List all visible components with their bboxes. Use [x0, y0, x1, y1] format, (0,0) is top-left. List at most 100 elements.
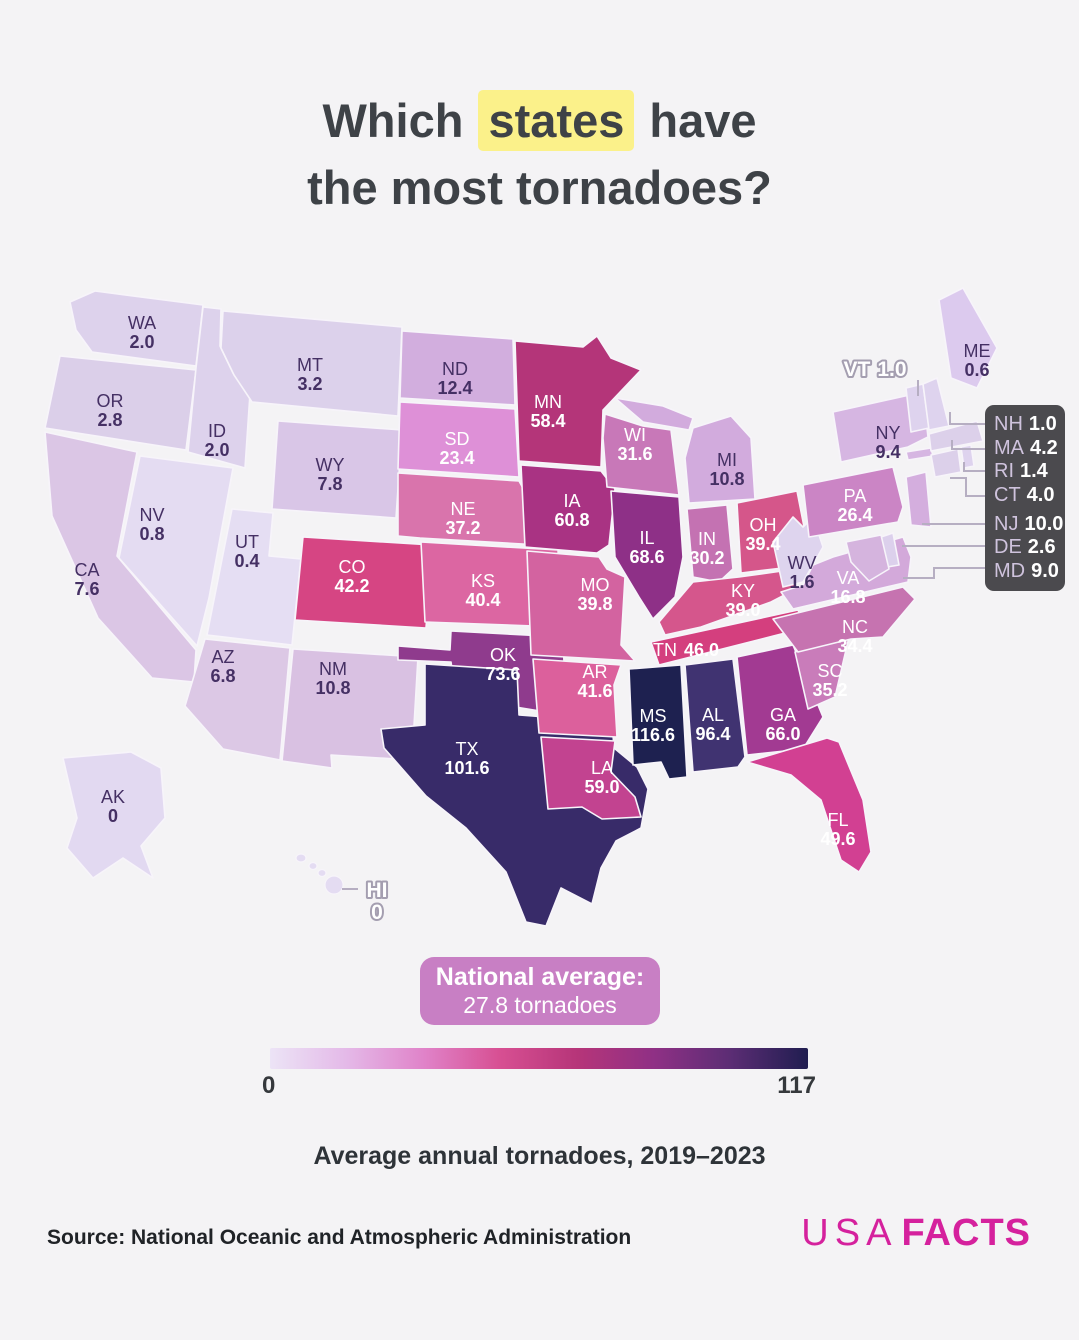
state-label-wa: WA 2.0 — [128, 313, 156, 352]
usafacts-logo-usa: USA — [801, 1212, 898, 1254]
national-average-badge: National average: 27.8 tornadoes — [420, 957, 660, 1025]
state-ia — [520, 464, 616, 554]
state-label-ok: OK 73.6 — [485, 645, 520, 684]
title-line-1: Which states have — [0, 88, 1079, 155]
state-label-tx: TX 101.6 — [444, 739, 489, 778]
state-nc — [772, 586, 916, 653]
state-label-mo: MO 39.8 — [577, 575, 612, 614]
state-label-sd: SD 23.4 — [439, 429, 474, 468]
state-hi — [295, 853, 344, 895]
title-highlight: states — [478, 90, 635, 151]
page-title: Which states have the most tornadoes? — [0, 88, 1079, 221]
state-label-nc: NC 34.4 — [837, 617, 872, 656]
state-label-wv: WV 1.6 — [788, 553, 817, 592]
state-or — [44, 355, 197, 451]
usafacts-logo-facts: FACTS — [901, 1212, 1031, 1254]
state-label-ms: MS 116.6 — [631, 706, 675, 745]
state-nj — [905, 471, 932, 528]
state-nh — [922, 377, 950, 431]
state-label-il: IL 68.6 — [629, 528, 664, 567]
ne-row-de: DE 2.6 — [994, 536, 1056, 559]
state-me — [938, 287, 998, 389]
state-label-al: AL 96.4 — [695, 705, 730, 744]
colorbar — [270, 1048, 808, 1069]
state-label-nm: NM 10.8 — [315, 659, 350, 698]
state-labels: WA 2.0 OR 2.8 CA 7.6 NV 0.8 ID 2.0 MT 3.2 WY 7.… — [74, 313, 991, 926]
state-label-va: VA 16.8 — [830, 568, 865, 607]
state-il — [610, 490, 684, 620]
state-label-nv: NV 0.8 — [139, 505, 164, 544]
ne-row-ct: CT 4.0 — [994, 483, 1055, 506]
state-ar — [532, 658, 622, 738]
state-label-fl: FL 49.6 — [820, 810, 855, 849]
national-average-label: National average: — [435, 963, 645, 992]
colorbar-labels: 0 117 — [262, 1072, 816, 1100]
state-ma — [928, 420, 984, 452]
state-label-nd: ND 12.4 — [437, 359, 472, 398]
state-label-ca: CA 7.6 — [74, 560, 99, 599]
state-ct — [930, 448, 962, 478]
state-nd — [399, 330, 516, 406]
state-co — [294, 536, 433, 629]
ne-row-ma: MA 4.2 — [994, 436, 1058, 459]
state-label-wy: WY 7.8 — [316, 455, 345, 494]
state-in — [686, 504, 734, 583]
state-label-la: LA 59.0 — [584, 758, 619, 797]
chart-caption: Average annual tornadoes, 2019–2023 — [313, 1142, 766, 1170]
colorbar-min-label: 0 — [262, 1072, 276, 1099]
state-label-ia: IA 60.8 — [554, 491, 589, 530]
state-label-ny: NY 9.4 — [875, 423, 900, 462]
state-wy — [271, 420, 403, 519]
usafacts-logo: USA FACTS — [801, 1212, 1031, 1255]
state-label-ak: AK 0 — [101, 787, 125, 826]
state-label-ar: AR 41.6 — [577, 662, 612, 701]
state-la — [540, 736, 642, 820]
state-label-sc: SC 35.2 — [812, 661, 847, 700]
state-pa — [802, 466, 904, 538]
state-label-ga: GA 66.0 — [765, 705, 800, 744]
state-ms — [628, 664, 688, 780]
state-label-or: OR 2.8 — [97, 391, 124, 430]
state-label-ut: UT 0.4 — [234, 532, 259, 571]
state-label-tn: TN 46.0 — [653, 640, 719, 660]
state-label-mi: MI 10.8 — [709, 450, 744, 489]
state-label-ne: NE 37.2 — [445, 499, 480, 538]
state-az — [184, 638, 291, 761]
national-average-value: 27.8 tornadoes — [463, 992, 617, 1019]
state-mt — [220, 310, 403, 417]
state-nv — [118, 455, 234, 647]
state-label-co: CO 42.2 — [334, 557, 369, 596]
state-mo — [526, 550, 636, 662]
state-label-wi: WI 31.6 — [617, 425, 652, 464]
state-md — [845, 534, 890, 582]
state-label-id: ID 2.0 — [204, 421, 229, 460]
state-ak — [62, 751, 166, 879]
ne-row-md: MD 9.0 — [994, 559, 1059, 582]
state-label-pa: PA 26.4 — [837, 486, 872, 525]
ne-row-nj: NJ 10.0 — [994, 512, 1064, 535]
colorbar-max-label: 117 — [777, 1072, 816, 1099]
state-label-az: AZ 6.8 — [210, 647, 235, 686]
state-sd — [397, 401, 520, 478]
northeast-states-panel: NH 1.0 MA 4.2 RI 1.4 CT 4.0 NJ 10.0 DE 2.6 MD 9… — [985, 405, 1065, 591]
state-label-vt: VT 1.0 — [843, 358, 906, 381]
source-attribution: Source: National Oceanic and Atmospheric… — [47, 1226, 632, 1249]
state-label-in: IN 30.2 — [689, 529, 724, 568]
state-fl — [746, 737, 872, 873]
state-label-me: ME 0.6 — [964, 341, 991, 380]
state-wi — [602, 413, 680, 496]
title-line-2: the most tornadoes? — [307, 160, 772, 214]
ne-row-ri: RI 1.4 — [994, 460, 1048, 483]
state-label-hi: HI 0 — [367, 879, 388, 924]
state-al — [684, 658, 746, 773]
state-label-ky: KY 39.0 — [725, 581, 760, 620]
state-label-mn: MN 58.4 — [530, 392, 565, 431]
state-label-ks: KS 40.4 — [465, 571, 500, 610]
state-label-mt: MT 3.2 — [297, 355, 323, 394]
state-label-oh: OH 39.4 — [745, 515, 780, 554]
states-layer — [44, 287, 998, 927]
state-mn — [514, 335, 642, 468]
ne-row-nh: NH 1.0 — [994, 413, 1057, 435]
